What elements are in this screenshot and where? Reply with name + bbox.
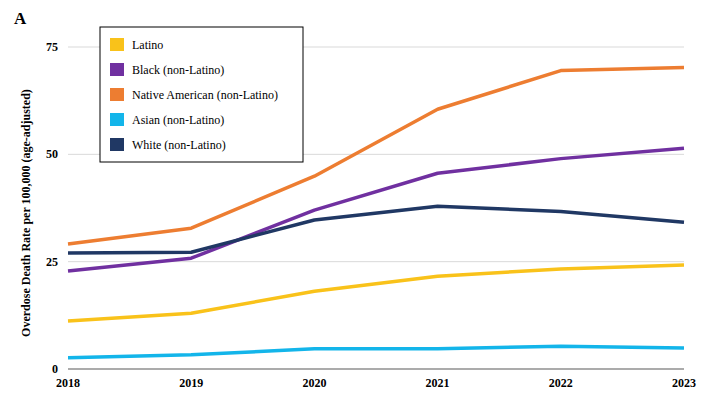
legend-label: Native American (non-Latino) <box>132 88 278 102</box>
legend: Latino Black (non-Latino) Native American … <box>100 27 303 162</box>
x-axis-line <box>68 368 684 369</box>
title: A <box>14 9 27 28</box>
x-tick-label: 2023 <box>672 376 696 390</box>
y-axis-label: Overdose Death Rate per 100,000 (age-adj… <box>19 89 33 337</box>
y-tick-label: 25 <box>46 255 58 269</box>
y-tick-label: 50 <box>46 147 58 161</box>
series-line <box>68 148 684 271</box>
legend-label: White (non-Latino) <box>132 138 226 152</box>
y-tick-label: 75 <box>46 40 58 54</box>
legend-swatch <box>110 38 124 51</box>
legend-swatch <box>110 88 124 101</box>
x-tick-label: 2019 <box>179 376 203 390</box>
y-tick-label: 0 <box>52 362 58 376</box>
legend-label: Asian (non-Latino) <box>132 113 224 127</box>
legend-label: Black (non-Latino) <box>132 63 224 77</box>
series-line <box>68 265 684 321</box>
legend-swatch <box>110 63 124 76</box>
x-tick-label: 2018 <box>56 376 80 390</box>
legend-box <box>100 27 303 162</box>
series-line <box>68 346 684 358</box>
x-tick-label: 2020 <box>302 376 326 390</box>
legend-swatch <box>110 138 124 151</box>
legend-swatch <box>110 113 124 126</box>
series-line <box>68 206 684 253</box>
legend-label: Latino <box>132 38 163 52</box>
x-tick-label: 2021 <box>426 376 450 390</box>
x-tick-label: 2022 <box>549 376 573 390</box>
chart: A 0 25 50 75 2018 2019 2020 2021 2022 2023 Overdose… <box>0 0 717 411</box>
